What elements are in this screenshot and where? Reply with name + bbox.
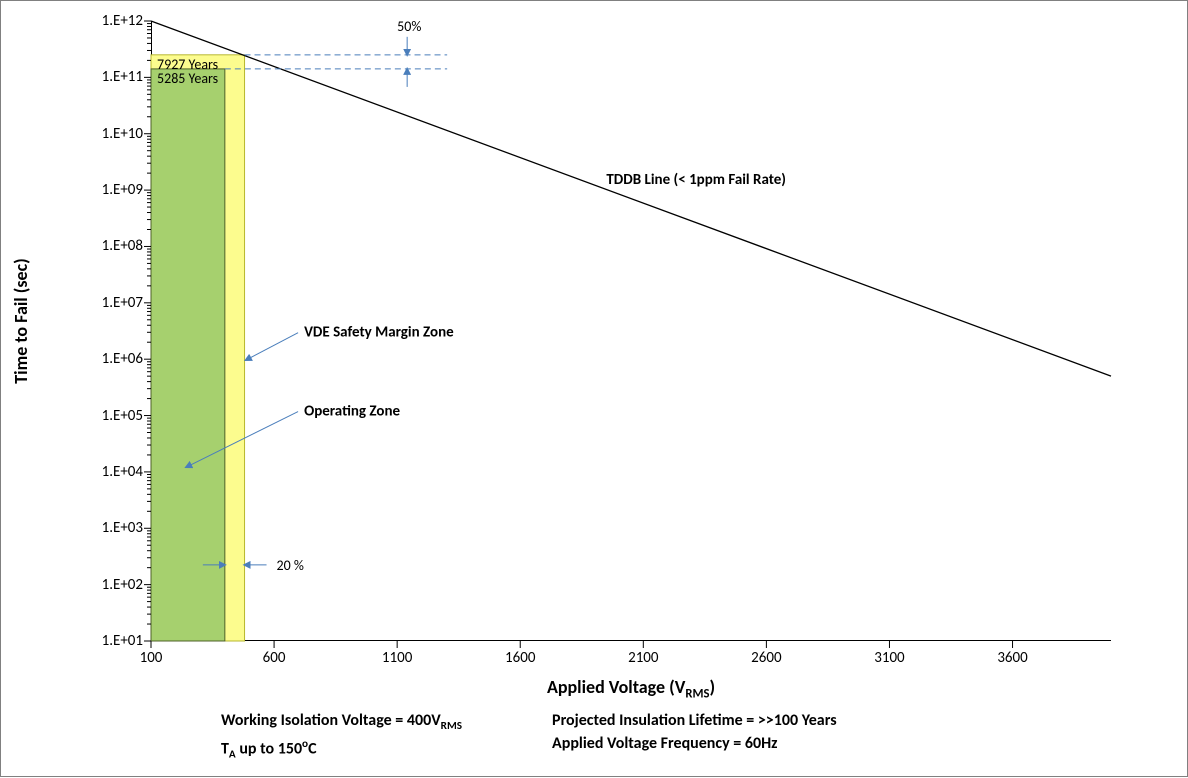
y-tick-label: 1.E+09	[102, 181, 143, 199]
plot-area	[151, 21, 1111, 641]
footer-right: Projected Insulation Lifetime = >>100 Ye…	[552, 711, 837, 762]
y-tick-label: 1.E+01	[102, 632, 143, 650]
footer-line: TA up to 150oC	[221, 737, 462, 762]
y-tick-label: 1.E+08	[102, 237, 143, 255]
y-tick-label: 1.E+03	[102, 519, 143, 537]
x-tick-label: 600	[263, 649, 286, 667]
footer-notes: Working Isolation Voltage = 400VRMS TA u…	[221, 711, 1107, 762]
footer-line: Projected Insulation Lifetime = >>100 Ye…	[552, 711, 837, 730]
footer-left: Working Isolation Voltage = 400VRMS TA u…	[221, 711, 462, 762]
x-tick-label: 1600	[505, 649, 535, 667]
y-tick-label: 1.E+10	[102, 125, 143, 143]
x-tick-label: 3600	[997, 649, 1027, 667]
x-tick-label: 1100	[382, 649, 412, 667]
y-axis-title: Time to Fail (sec)	[10, 258, 32, 383]
y-tick-label: 1.E+04	[102, 463, 143, 481]
y-tick-label: 1.E+02	[102, 576, 143, 594]
x-tick-label: 2600	[751, 649, 781, 667]
x-axis-title: Applied Voltage (VRMS)	[547, 676, 715, 702]
x-tick-label: 3100	[874, 649, 904, 667]
y-tick-label: 1.E+11	[102, 68, 143, 86]
y-tick-label: 1.E+12	[102, 12, 143, 30]
y-tick-label: 1.E+06	[102, 350, 143, 368]
chart-frame: Time to Fail (sec) Applied Voltage (VRMS…	[0, 0, 1188, 777]
footer-line: Applied Voltage Frequency = 60Hz	[552, 734, 837, 753]
y-tick-label: 1.E+05	[102, 407, 143, 425]
x-tick-label: 2100	[628, 649, 658, 667]
plot-border	[151, 21, 1111, 641]
x-tick-label: 100	[140, 649, 163, 667]
footer-line: Working Isolation Voltage = 400VRMS	[221, 711, 462, 733]
y-tick-label: 1.E+07	[102, 294, 143, 312]
